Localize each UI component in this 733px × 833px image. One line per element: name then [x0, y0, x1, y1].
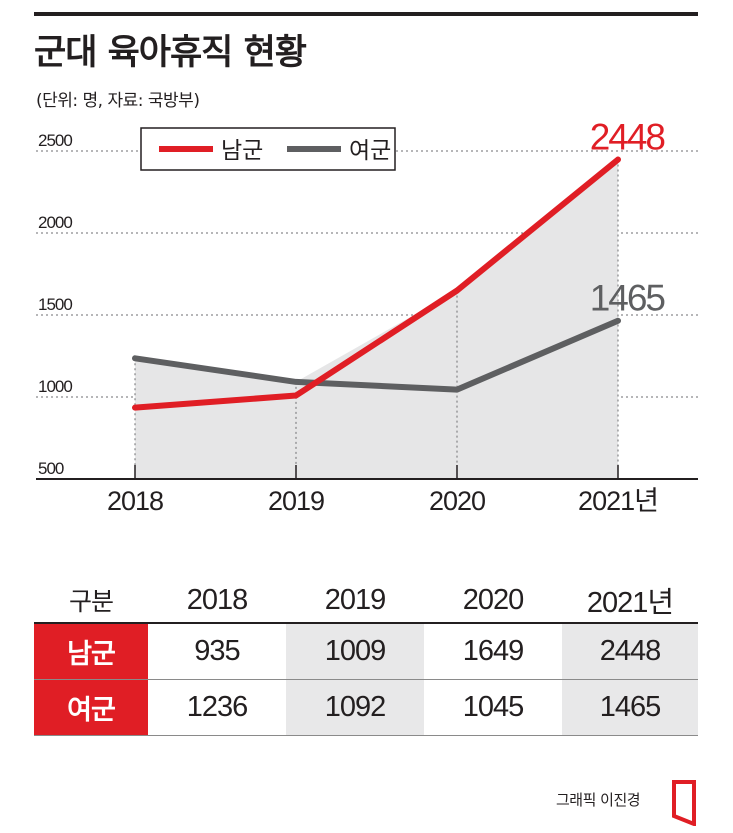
- table-header-row: 구분 2018 2019 2020 2021년: [34, 578, 698, 624]
- table-header-cell: 2021년: [586, 587, 674, 619]
- axis-layer: 2018 2019 2020 2021년: [36, 159, 698, 516]
- label-layer: 2448 1465: [590, 117, 668, 319]
- legend: 남군 여군: [140, 127, 396, 171]
- y-tick-label: 1000: [38, 377, 72, 396]
- y-tick-label: 2500: [38, 131, 72, 150]
- graphic-credit: 그래픽 이진경: [556, 791, 641, 809]
- page-title: 군대 육아휴직 현황: [34, 33, 307, 73]
- end-label-male: 2448: [590, 117, 665, 158]
- legend-label-male: 남군: [221, 138, 263, 164]
- table-row: 남군 935 1009 1649 2448: [34, 624, 698, 680]
- top-rule: [34, 12, 698, 16]
- table-cell: 1236: [186, 691, 249, 723]
- table-cell: 1092: [286, 680, 424, 735]
- line-chart: 2500 2000 1500 1000 500 2018 2019 2020 2021년 24…: [36, 117, 698, 516]
- chart-subtitle: (단위: 명, 자료: 국방부): [36, 91, 200, 111]
- series-line-male: [132, 156, 621, 411]
- row-label-female: 여군: [34, 680, 148, 735]
- table-row: 여군 1236 1092 1045 1465: [34, 680, 698, 736]
- area-fill: [135, 159, 618, 479]
- newspaper-logo-icon: [672, 780, 696, 826]
- table-header-cell: 2019: [324, 583, 387, 616]
- legend-label-female: 여군: [349, 138, 391, 164]
- row-label-male: 남군: [34, 624, 148, 679]
- y-tick-label: 500: [38, 459, 64, 478]
- line-layer: [132, 156, 621, 411]
- x-tick-label: 2020: [429, 486, 485, 516]
- x-tick-label: 2018: [107, 486, 163, 516]
- table-header-cell: 구분: [68, 587, 114, 616]
- table-cell: 1649: [462, 635, 525, 667]
- table-cell: 1009: [286, 624, 424, 679]
- table-cell: 1465: [562, 680, 698, 735]
- data-table: 구분 2018 2019 2020 2021년 남군 935 1009 1649…: [34, 578, 698, 736]
- y-tick-label: 1500: [38, 295, 72, 314]
- x-tick-label: 2019: [268, 486, 324, 516]
- table-cell: 1045: [462, 691, 525, 723]
- table-cell: 935: [194, 635, 240, 667]
- area-layer: [135, 159, 618, 479]
- table-header-cell: 2018: [186, 583, 249, 616]
- y-tick-label: 2000: [38, 213, 72, 232]
- table-header-cell: 2020: [462, 583, 525, 616]
- table-cell: 2448: [562, 624, 698, 679]
- end-label-female: 1465: [590, 278, 666, 319]
- x-tick-label: 2021년: [578, 486, 658, 516]
- series-line-female: [132, 317, 621, 393]
